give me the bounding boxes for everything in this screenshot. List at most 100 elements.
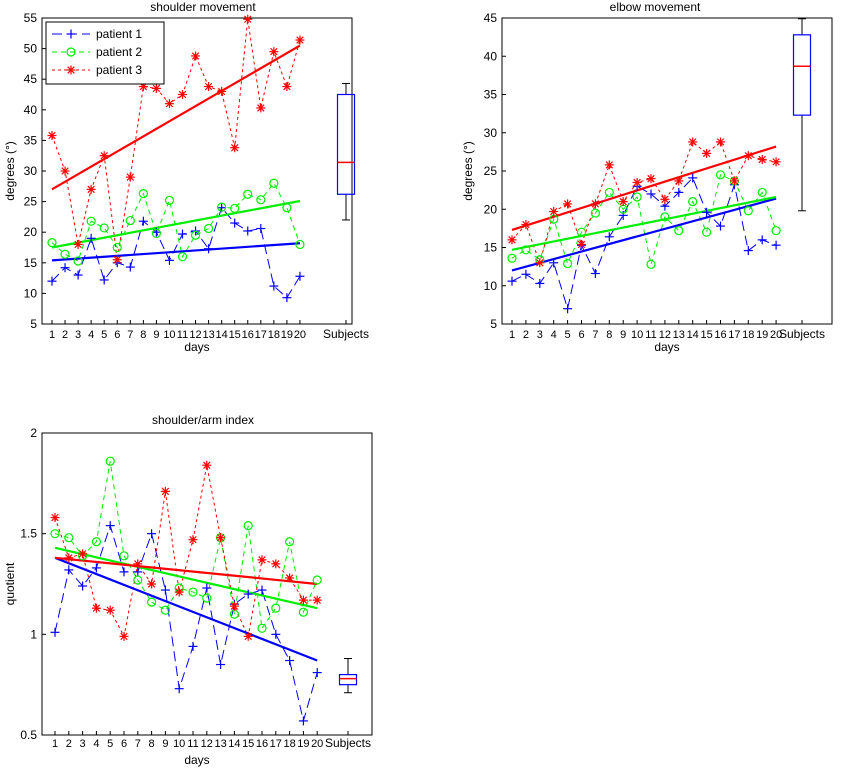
elbow-point-patient-1 bbox=[688, 173, 698, 183]
elbow-point-patient-1 bbox=[674, 187, 684, 197]
shoulder-series-line-patient-3 bbox=[51, 19, 301, 260]
elbow-series-line-patient-1 bbox=[511, 176, 777, 311]
elbow-ytick-label: 25 bbox=[484, 164, 498, 178]
shoulder-point-patient-2 bbox=[190, 230, 201, 240]
shoulder-ytick-label: 25 bbox=[24, 195, 38, 209]
shoulder-ytick-label: 40 bbox=[24, 103, 38, 117]
index-point-patient-1 bbox=[147, 529, 157, 539]
elbow-xtick-label: 13 bbox=[673, 329, 685, 341]
elbow-xtick-label: 11 bbox=[645, 329, 656, 341]
elbow-xtick-label: 5 bbox=[565, 329, 571, 341]
shoulder-point-patient-2 bbox=[269, 178, 279, 188]
index-xtick-label: 6 bbox=[121, 738, 127, 750]
shoulder-point-patient-3 bbox=[73, 239, 83, 249]
elbow-point-patient-2 bbox=[743, 206, 753, 216]
elbow-box bbox=[792, 34, 812, 116]
elbow-point-patient-2 bbox=[507, 253, 517, 263]
shoulder-point-patient-3 bbox=[269, 47, 279, 57]
shoulder-point-patient-2 bbox=[151, 228, 161, 239]
index-point-patient-2 bbox=[50, 529, 60, 539]
index-point-patient-3 bbox=[216, 533, 226, 543]
index-xtick-label: 15 bbox=[242, 738, 254, 750]
index-point-patient-2 bbox=[147, 597, 157, 607]
index-xtick-label: 16 bbox=[256, 738, 268, 750]
shoulder-ytick-label: 50 bbox=[24, 42, 38, 56]
elbow-point-patient-3 bbox=[688, 137, 698, 147]
legend-label-patient-3: patient 3 bbox=[96, 63, 142, 77]
index-xtick-label: 14 bbox=[228, 738, 240, 750]
shoulder-xtick-label: 10 bbox=[163, 329, 175, 341]
index-point-patient-3 bbox=[285, 573, 295, 583]
index-series-line-patient-1 bbox=[54, 523, 318, 722]
shoulder-xtick-label: 3 bbox=[75, 329, 81, 341]
elbow-point-patient-3 bbox=[563, 199, 573, 209]
index-xtick-label: 2 bbox=[66, 738, 72, 750]
elbow-point-patient-2 bbox=[688, 197, 698, 207]
shoulder-point-patient-1 bbox=[269, 281, 279, 291]
elbow-subjects-label: Subjects bbox=[779, 327, 825, 341]
index-point-patient-3 bbox=[133, 559, 143, 569]
index-point-patient-1 bbox=[64, 565, 74, 575]
shoulder-xtick-label: 4 bbox=[88, 329, 94, 341]
elbow-ytick-label: 5 bbox=[490, 317, 497, 331]
legend-label-patient-1: patient 1 bbox=[96, 27, 142, 41]
elbow-point-patient-2 bbox=[771, 226, 781, 236]
shoulder-point-patient-3 bbox=[47, 131, 57, 141]
elbow-point-patient-2 bbox=[632, 192, 642, 202]
elbow-xtick-label: 4 bbox=[551, 329, 557, 341]
index-title: shoulder/arm index bbox=[152, 413, 254, 427]
shoulder-point-patient-1 bbox=[178, 229, 187, 239]
shoulder-ytick-label: 20 bbox=[24, 225, 38, 239]
elbow-point-patient-3 bbox=[507, 235, 517, 245]
shoulder-trend-line-patient-3 bbox=[51, 44, 301, 191]
index-point-patient-1 bbox=[78, 581, 88, 591]
elbow-point-patient-1 bbox=[757, 235, 767, 245]
elbow-xtick-label: 10 bbox=[631, 329, 643, 341]
index-point-patient-1 bbox=[50, 627, 60, 637]
shoulder-point-patient-2 bbox=[217, 202, 227, 212]
elbow-ytick-label: 40 bbox=[484, 49, 498, 63]
index-trend-line-patient-2 bbox=[54, 546, 318, 610]
elbow-xtick-label: 2 bbox=[523, 329, 529, 341]
elbow-xtick-label: 1 bbox=[509, 329, 515, 341]
index-point-patient-3 bbox=[147, 579, 157, 589]
shoulder-ytick-label: 35 bbox=[24, 133, 38, 147]
shoulder-x-axis-label: days bbox=[184, 340, 209, 354]
elbow-point-patient-3 bbox=[660, 194, 670, 204]
elbow-xtick-label: 14 bbox=[687, 329, 699, 341]
shoulder-point-patient-1 bbox=[164, 255, 174, 265]
shoulder-xtick-label: 15 bbox=[229, 329, 241, 341]
elbow-point-patient-2 bbox=[674, 226, 684, 236]
shoulder-point-patient-3 bbox=[99, 151, 109, 161]
shoulder-point-patient-1 bbox=[47, 276, 57, 286]
elbow-trend-line-patient-2 bbox=[511, 195, 777, 251]
shoulder-point-patient-3 bbox=[217, 86, 227, 96]
shoulder-point-patient-2 bbox=[295, 239, 305, 250]
shoulder-series-line-patient-2 bbox=[51, 182, 301, 262]
index-point-patient-2 bbox=[257, 623, 267, 633]
elbow-xtick-label: 3 bbox=[537, 329, 543, 341]
elbow-point-patient-3 bbox=[521, 220, 531, 230]
index-point-patient-2 bbox=[133, 575, 143, 585]
elbow-x-axis-label: days bbox=[654, 340, 679, 354]
shoulder-point-patient-2 bbox=[138, 189, 148, 199]
shoulder-xtick-label: 17 bbox=[255, 329, 267, 341]
index-point-patient-2 bbox=[91, 537, 102, 547]
index-point-patient-1 bbox=[119, 567, 129, 577]
shoulder-point-patient-3 bbox=[204, 82, 214, 92]
elbow-ytick-label: 10 bbox=[484, 279, 498, 293]
shoulder-point-patient-1 bbox=[204, 244, 214, 254]
shoulder-xtick-label: 11 bbox=[177, 329, 188, 341]
shoulder-point-patient-2 bbox=[177, 252, 188, 262]
elbow-point-patient-2 bbox=[590, 208, 601, 218]
elbow-point-patient-3 bbox=[646, 174, 656, 184]
elbow-point-patient-2 bbox=[562, 258, 573, 269]
index-point-patient-3 bbox=[119, 631, 129, 641]
index-point-patient-1 bbox=[216, 660, 226, 670]
index-xtick-label: 11 bbox=[187, 738, 198, 750]
shoulder-point-patient-2 bbox=[243, 189, 253, 199]
elbow-xtick-label: 18 bbox=[742, 329, 754, 341]
elbow-point-patient-3 bbox=[729, 176, 739, 186]
elbow-point-patient-1 bbox=[535, 278, 545, 288]
